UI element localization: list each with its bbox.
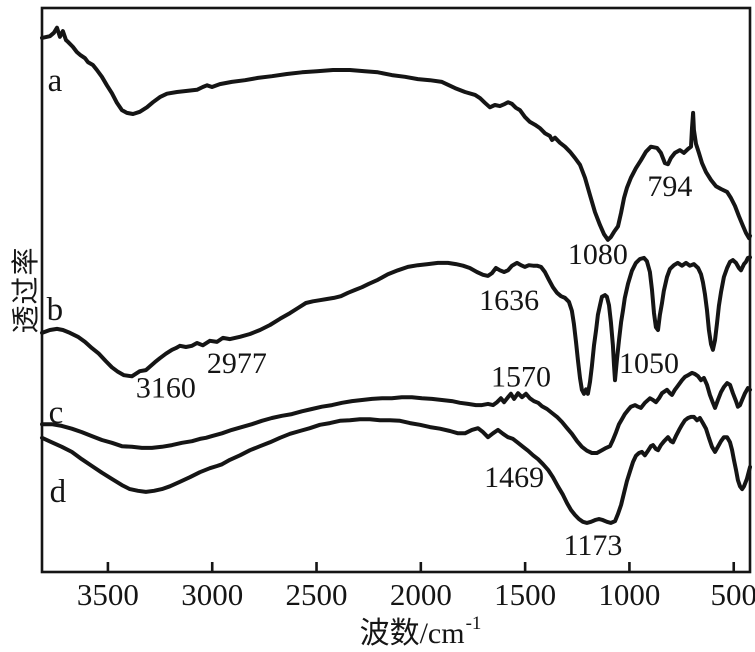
curve-a	[40, 25, 752, 242]
curve-label-c: c	[49, 395, 64, 431]
peak-annotation-794: 794	[647, 170, 692, 203]
peak-annotation-3160: 3160	[136, 372, 196, 405]
x-tick-label: 2500	[286, 577, 348, 612]
peak-annotation-1636: 1636	[479, 284, 539, 317]
peak-annotation-1173: 1173	[563, 529, 622, 562]
peak-annotation-1469: 1469	[484, 461, 544, 494]
curve-label-a: a	[48, 63, 63, 99]
x-axis-label-text: 波数/cm	[359, 617, 465, 650]
x-tick-label: 500	[710, 577, 755, 612]
peak-annotation-2977: 2977	[207, 347, 267, 380]
x-tick-label: 3500	[77, 577, 139, 612]
x-axis-label-superscript: -1	[465, 613, 482, 634]
plot-border	[40, 6, 752, 574]
peak-annotation-1080: 1080	[568, 238, 628, 271]
x-axis-label: 波数/cm-1	[85, 608, 755, 652]
x-tick-label: 1500	[494, 577, 556, 612]
x-tick-label: 3000	[181, 577, 243, 612]
curve-label-d: d	[50, 474, 67, 510]
peak-annotation-1570: 1570	[491, 360, 551, 393]
curve-d	[40, 414, 752, 525]
x-tick-label: 2000	[390, 577, 452, 612]
curve-b	[40, 255, 752, 396]
y-axis-label: 透过率	[4, 190, 42, 390]
peak-annotation-1050: 1050	[619, 347, 679, 380]
y-axis-label-text: 透过率	[11, 246, 42, 334]
x-tick-label: 1000	[598, 577, 660, 612]
curve-c	[40, 370, 752, 455]
curve-label-b: b	[47, 292, 64, 328]
